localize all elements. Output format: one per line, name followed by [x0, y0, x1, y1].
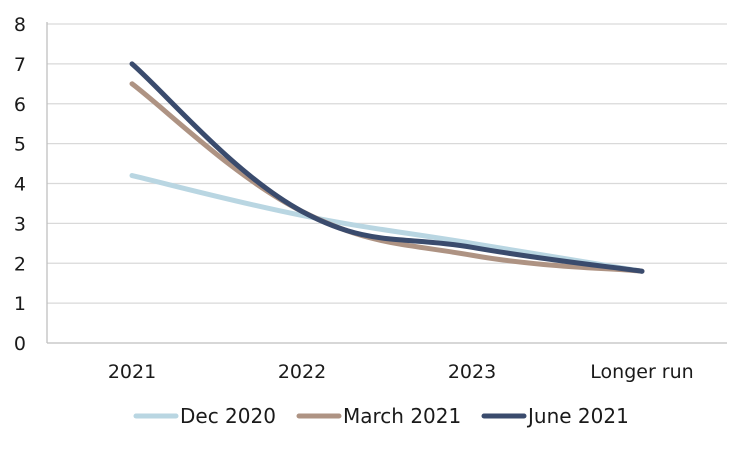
y-tick-labels: 0 1 2 3 4 5 6 7 8	[14, 14, 26, 355]
series-line-dec-2020	[129, 173, 645, 274]
y-tick-label: 2	[14, 253, 26, 275]
x-tick-label: Longer run	[590, 361, 693, 383]
series-line-june-2021	[129, 61, 645, 274]
y-tick-label: 3	[14, 213, 26, 235]
x-tick-label: 2023	[448, 361, 496, 383]
gridlines	[47, 23, 727, 304]
legend-label-dec-2020: Dec 2020	[180, 404, 276, 428]
legend-label-june-2021: June 2021	[526, 404, 629, 428]
series-lines	[129, 61, 645, 274]
legend: Dec 2020 March 2021 June 2021	[133, 404, 629, 428]
y-tick-label: 7	[14, 54, 26, 76]
y-tick-label: 0	[14, 333, 26, 355]
x-tick-label: 2022	[278, 361, 326, 383]
y-tick-label: 8	[14, 14, 26, 36]
y-tick-label: 6	[14, 94, 26, 116]
y-tick-label: 1	[14, 293, 26, 315]
x-tick-label: 2021	[108, 361, 156, 383]
x-tick-labels: 2021 2022 2023 Longer run	[108, 361, 694, 383]
legend-label-march-2021: March 2021	[343, 404, 461, 428]
axes	[46, 22, 727, 344]
y-tick-label: 5	[14, 134, 26, 156]
y-tick-label: 4	[14, 174, 26, 196]
series-line-march-2021	[129, 81, 645, 274]
